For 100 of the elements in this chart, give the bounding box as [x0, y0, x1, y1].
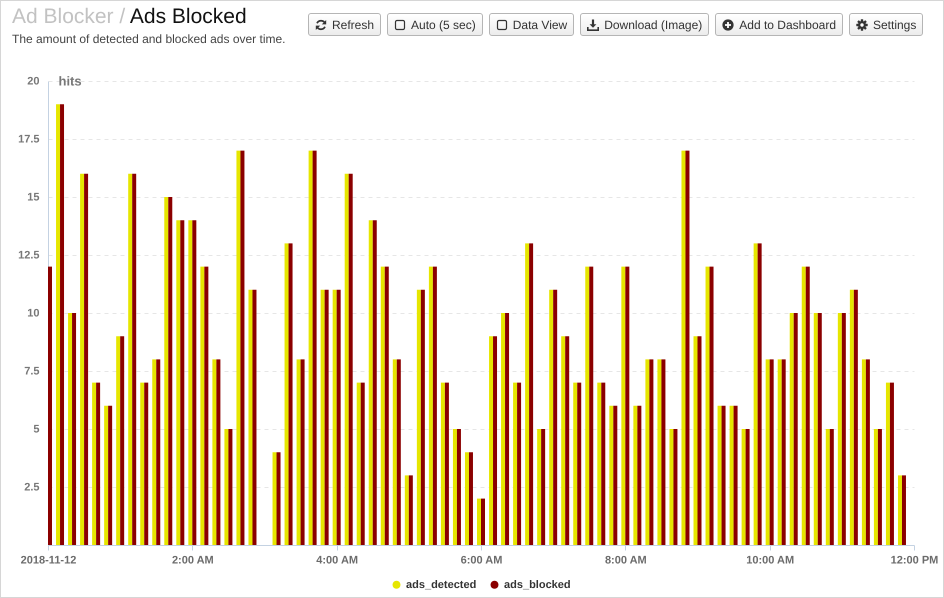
bar [216, 359, 220, 545]
bar [722, 406, 726, 545]
bar [300, 359, 305, 545]
bar [176, 220, 180, 545]
bar [284, 243, 289, 545]
bar [553, 290, 558, 545]
x-tick-label: 4:00 AM [316, 554, 358, 566]
bar [850, 290, 854, 545]
bar [585, 266, 590, 545]
button[interactable]: Data View [488, 13, 574, 36]
y-tick-label: 12.5 [18, 250, 40, 262]
bar [128, 174, 132, 545]
y-tick-label: 10 [27, 308, 40, 320]
bar [336, 290, 341, 545]
bar [589, 266, 594, 545]
bar [637, 406, 642, 545]
bar [440, 382, 445, 545]
y-tick-label: 17.5 [18, 134, 40, 146]
bar [332, 290, 337, 545]
bar [661, 359, 666, 545]
bar [252, 290, 256, 545]
bar [272, 452, 277, 545]
bar [669, 429, 674, 545]
bar [180, 220, 184, 545]
bar [525, 243, 530, 545]
bar [730, 406, 734, 545]
button[interactable]: Refresh [308, 13, 382, 36]
y-tick-label: 7.5 [24, 366, 40, 378]
bar [372, 220, 377, 545]
bar [573, 382, 578, 545]
bar [790, 313, 794, 545]
bar [770, 359, 774, 545]
chart-title: Ad Blocker / Ads Blocked [12, 5, 247, 28]
bar [681, 150, 686, 545]
bar [505, 313, 510, 545]
bar [694, 336, 698, 545]
bar [140, 382, 144, 545]
bar [104, 406, 108, 545]
bar [902, 475, 906, 545]
bar [854, 290, 858, 545]
bar [224, 429, 228, 545]
bar [392, 359, 397, 545]
bar [144, 382, 148, 545]
bar [838, 313, 842, 545]
bar [549, 290, 554, 545]
button[interactable]: Download (Image) [580, 13, 710, 36]
button[interactable]: Auto (5 sec) [387, 13, 483, 36]
bar [501, 313, 506, 545]
bar [356, 382, 361, 545]
bar [513, 382, 518, 545]
bar [464, 452, 469, 545]
bar [685, 150, 690, 545]
bar [108, 406, 112, 545]
bar [92, 382, 96, 545]
bar [116, 336, 120, 545]
bar [842, 313, 846, 545]
bar [597, 382, 602, 545]
bar [625, 266, 630, 545]
bar [529, 243, 534, 545]
x-tick-label: 10:00 AM [746, 554, 794, 566]
bar [782, 359, 786, 545]
bar [758, 243, 762, 545]
bar [96, 382, 100, 545]
bar [348, 174, 353, 545]
bar [56, 104, 60, 545]
bar [204, 266, 208, 545]
bar [481, 498, 485, 545]
y-tick-label: 15 [27, 192, 40, 204]
bar [754, 243, 758, 545]
bar [324, 290, 329, 545]
bar [188, 220, 192, 545]
y-tick-label: 20 [27, 76, 40, 88]
bar [746, 429, 750, 545]
bar [228, 429, 232, 545]
bar [132, 174, 136, 545]
bar [80, 174, 84, 545]
bar [344, 174, 349, 545]
bar [68, 313, 72, 545]
bar [236, 150, 240, 545]
bar [621, 266, 626, 545]
bar [706, 266, 710, 545]
x-tick-label: 2:00 AM [172, 554, 214, 566]
bar [601, 382, 606, 545]
bar [734, 406, 738, 545]
bar [830, 429, 834, 545]
bar [710, 266, 714, 545]
bar [537, 429, 542, 545]
y-tick-label: 2.5 [24, 482, 40, 494]
bar [408, 475, 413, 545]
button[interactable]: Settings [849, 13, 924, 36]
bar [384, 266, 389, 545]
bar [794, 313, 798, 545]
bar [288, 243, 293, 545]
bar [477, 498, 481, 545]
button[interactable]: Add to Dashboard [715, 13, 843, 36]
legend-label: ads_detected [406, 578, 476, 591]
bar [541, 429, 546, 545]
bar [718, 406, 722, 545]
bar [645, 359, 650, 545]
bar [577, 382, 582, 545]
